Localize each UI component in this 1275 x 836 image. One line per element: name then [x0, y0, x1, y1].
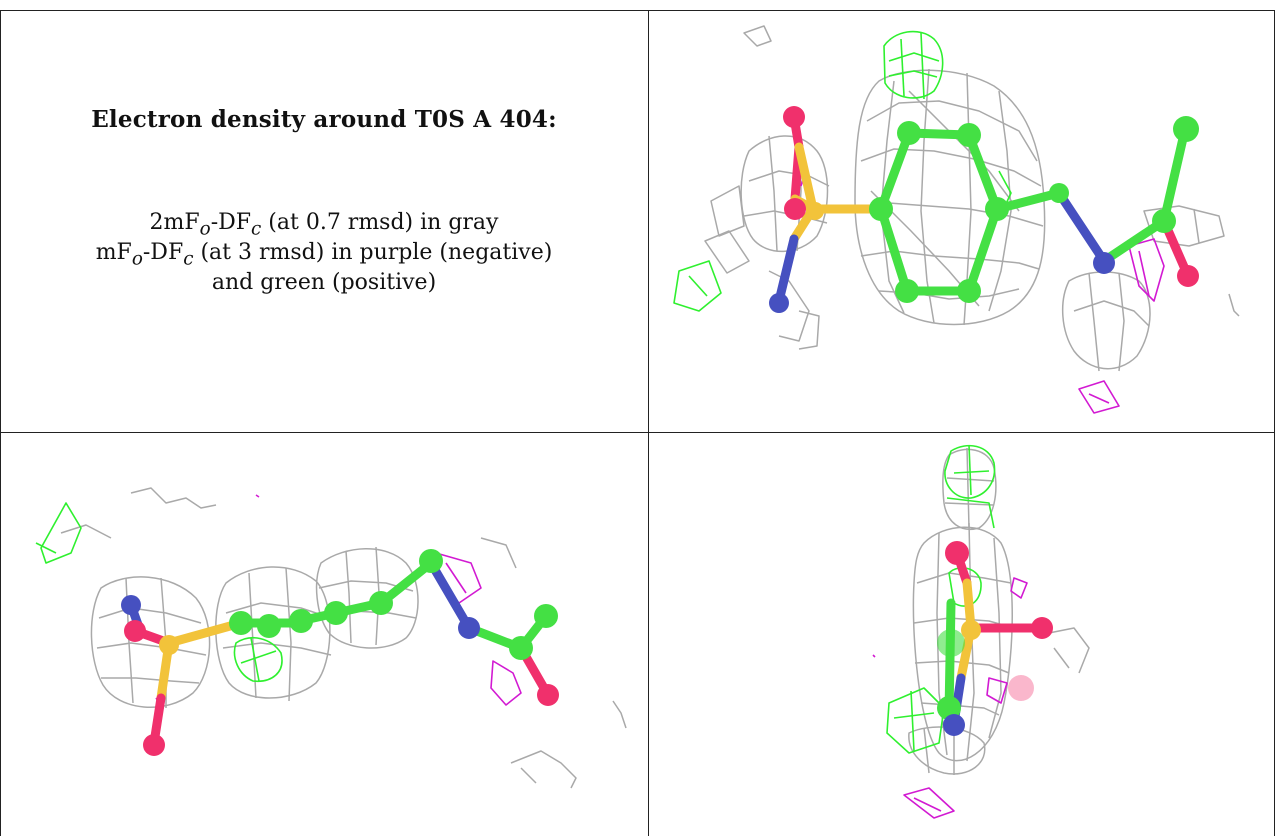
- table-center-rule: [648, 10, 649, 836]
- legend-title: Electron density around T0S A 404:: [91, 106, 557, 133]
- density-view-top-right: [649, 11, 1274, 432]
- density-view-bottom-left: [1, 433, 648, 836]
- legend-cell: Electron density around T0S A 404: 2mFo-…: [0, 10, 648, 432]
- table-top-rule: [0, 10, 1275, 11]
- table-middle-rule: [0, 432, 1275, 433]
- legend-line-gray: 2mFo-DFc (at 0.7 rmsd) in gray: [149, 210, 499, 240]
- table-left-rule: [0, 10, 1, 836]
- legend-line-colors: and green (positive): [211, 270, 437, 295]
- density-view-bottom-right: [649, 433, 1274, 836]
- legend-line-difference: mFo-DFc (at 3 rmsd) in purple (negative): [95, 240, 553, 270]
